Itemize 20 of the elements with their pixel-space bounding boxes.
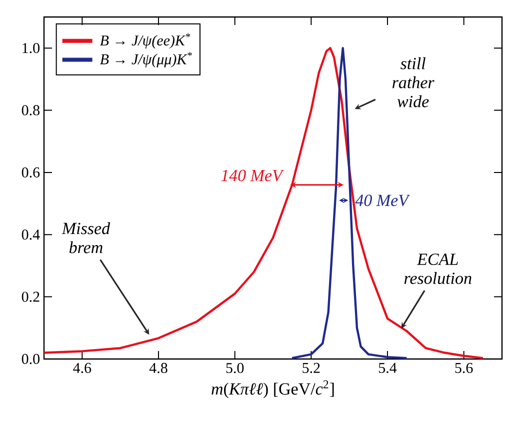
x-tick-label: 4.6	[73, 362, 92, 374]
annotation: still rather wide	[392, 57, 434, 108]
legend-label: B → J/ψ(μμ)K$^{*}$	[100, 52, 192, 68]
annotation: 140 MeV	[221, 170, 284, 182]
x-tick-label: 5.6	[455, 362, 473, 374]
y-tick-label: 1.0	[22, 42, 40, 54]
y-tick-label: 0.8	[22, 105, 40, 116]
y-tick-label: 0.4	[22, 230, 40, 240]
x-tick-label: 4.8	[149, 362, 168, 374]
y-tick-label: 0.0	[22, 354, 40, 364]
y-tick-label: 0.6	[22, 167, 40, 178]
x-tick-label: 5.2	[302, 362, 320, 374]
x-tick-label: 5.0	[226, 362, 244, 374]
annotation: ECAL resolution	[404, 254, 472, 284]
annotation: Missed brem	[62, 222, 110, 254]
legend-label: B → J/ψ(ee)K$^{*}$	[100, 33, 190, 49]
x-tick-label: 5.4	[379, 362, 397, 374]
x-axis-title: m(Kπℓℓ) [GeV/c$^{2}$]	[212, 380, 334, 398]
y-tick-label: 0.2	[22, 292, 40, 302]
annotation: 40 MeV	[355, 194, 410, 206]
